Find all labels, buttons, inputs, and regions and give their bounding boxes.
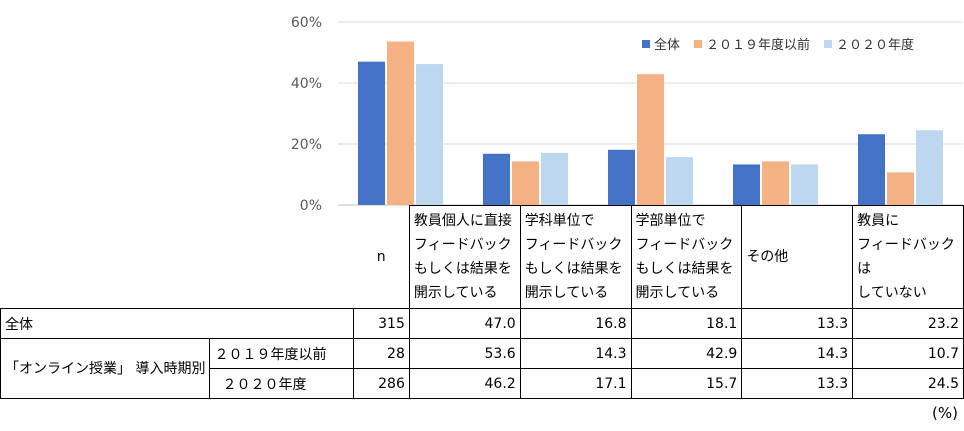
value-cell: 15.7 [630, 368, 743, 399]
category-header: 教員個人に直接 フィードバック もしくは結果を 開示している [408, 205, 521, 309]
legend-item-total: 全体 [642, 34, 680, 53]
table-corner [1, 206, 354, 309]
table-row: ２０２０年度 286 46.2 17.1 15.7 13.3 24.5 [1, 368, 964, 399]
y-tick-label: 0% [300, 198, 322, 210]
bar-chart: 0% 20% 40% 60% [291, 15, 963, 210]
value-cell: 53.6 [408, 338, 521, 369]
unit-label: (%) [932, 404, 958, 422]
n-cell: 315 [352, 308, 410, 339]
y-tick-label: 20% [291, 137, 322, 153]
bar [916, 130, 943, 205]
value-cell: 18.1 [630, 308, 743, 339]
value-cell: 14.3 [741, 338, 854, 369]
value-cell: 42.9 [630, 338, 743, 369]
bar [858, 134, 885, 205]
row-label: ２０２０年度 [209, 368, 354, 399]
y-tick-label: 60% [291, 15, 322, 31]
n-header: n [376, 248, 386, 265]
table-row: 「オンライン授業」 導入時期別 ２０１９年度以前 28 53.6 14.3 42… [0, 338, 964, 399]
bar [358, 61, 385, 206]
table-row: 全体 315 47.0 16.8 18.1 13.3 23.2 [0, 308, 964, 339]
n-cell: 286 [352, 368, 410, 399]
value-cell: 47.0 [408, 308, 521, 339]
legend-label-2019: ２０１９年度以前 [706, 38, 811, 53]
legend-swatch-total [642, 39, 650, 48]
data-table: n 教員個人に直接 フィードバック もしくは結果を 開示している 学科単位で フ… [0, 205, 964, 399]
value-cell: 17.1 [519, 368, 632, 399]
legend-swatch-2020 [824, 39, 833, 48]
value-cell: 13.3 [741, 308, 854, 339]
bar [541, 152, 568, 205]
row-label: ２０１９年度以前 [209, 338, 354, 369]
category-header: 教員に フィードバックは していない [852, 205, 964, 309]
value-cell: 23.2 [852, 308, 964, 339]
category-header: 学部単位で フィードバック もしくは結果を 開示している [630, 205, 743, 309]
legend-label-total: 全体 [654, 38, 681, 53]
bar [637, 74, 664, 205]
bar [387, 41, 414, 205]
legend-label-2020: ２０２０年度 [836, 38, 915, 53]
bar [483, 153, 510, 205]
row-group-label: 「オンライン授業」 導入時期別 [0, 338, 211, 399]
value-cell: 14.3 [519, 338, 632, 369]
legend-item-2020: ２０２０年度 [824, 34, 914, 53]
value-cell: 24.5 [852, 368, 964, 399]
value-cell: 10.7 [852, 338, 964, 369]
bar [416, 64, 443, 205]
legend: 全体 ２０１９年度以前 ２０２０年度 [642, 34, 914, 53]
category-header: その他 [741, 205, 854, 309]
value-cell: 46.2 [408, 368, 521, 399]
bar [666, 157, 693, 205]
value-cell: 13.3 [741, 368, 854, 399]
row-label: 全体 [0, 308, 354, 339]
bar [887, 172, 914, 205]
bar [733, 164, 760, 205]
value-cell: 16.8 [519, 308, 632, 339]
category-header: 学科単位で フィードバック もしくは結果を 開示している [519, 205, 632, 309]
bar [791, 164, 818, 205]
n-cell: 28 [352, 338, 410, 369]
legend-swatch-2019 [694, 39, 703, 48]
legend-item-2019: ２０１９年度以前 [694, 34, 810, 53]
bar [512, 161, 539, 205]
table-header-row: n 教員個人に直接 フィードバック もしくは結果を 開示している 学科単位で フ… [1, 205, 964, 309]
bar [762, 161, 789, 205]
bar [608, 149, 635, 205]
y-tick-label: 40% [291, 76, 322, 92]
